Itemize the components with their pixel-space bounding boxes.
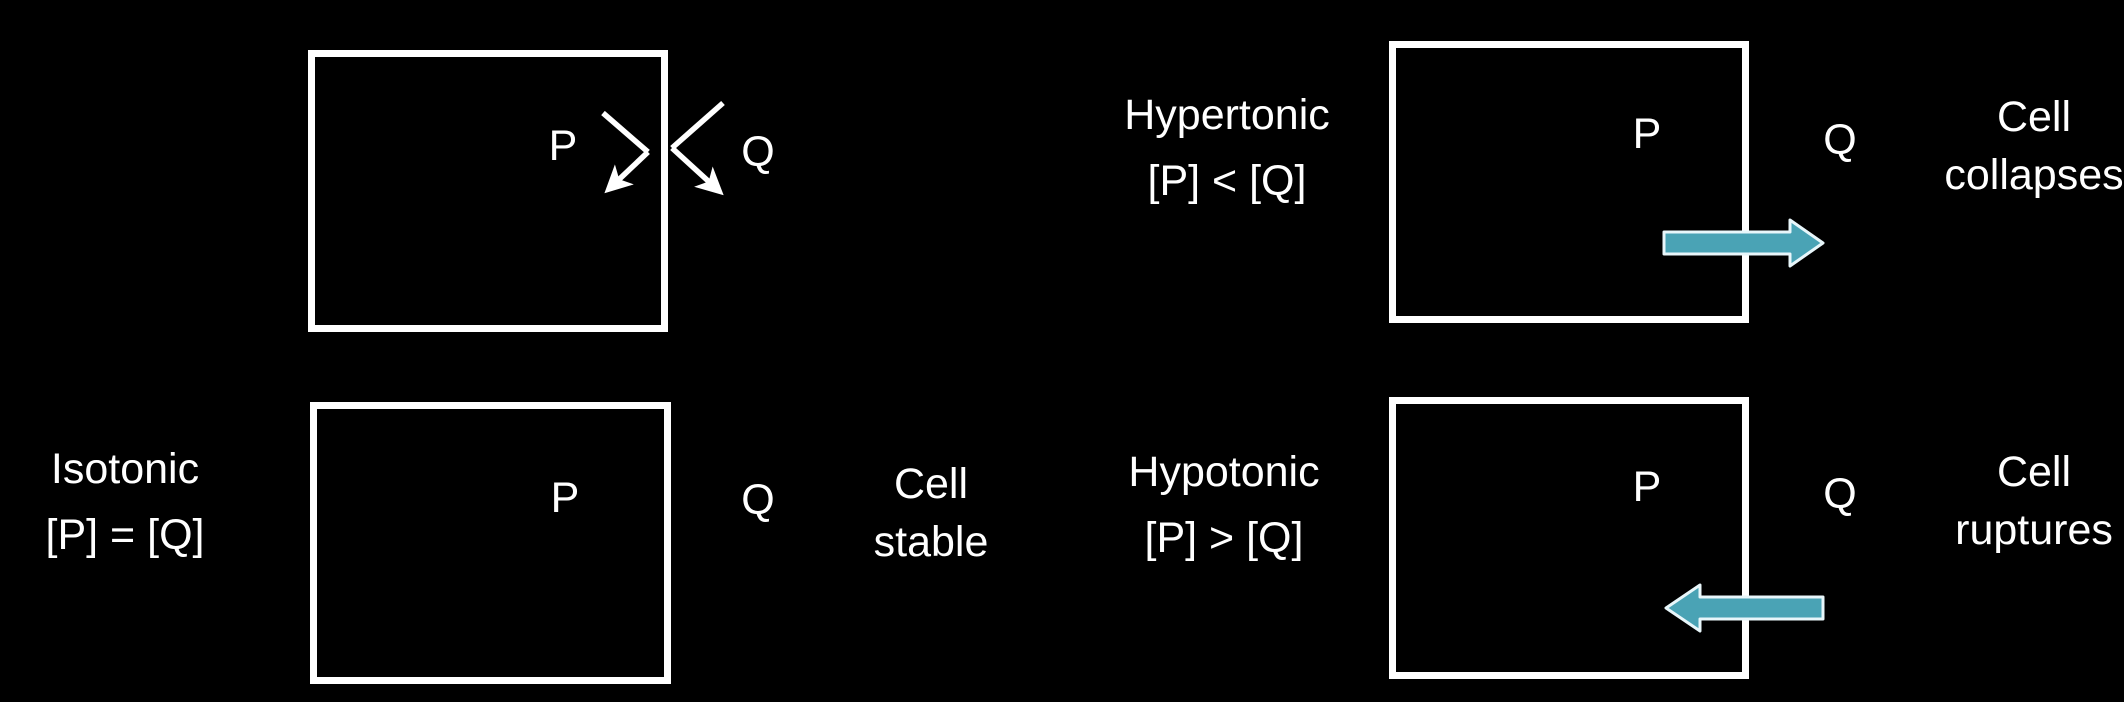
- hypertonic-relation: [P] < [Q]: [1147, 157, 1307, 205]
- hypertonic-outer-label: Q: [1823, 116, 1857, 164]
- hypertonic-inner-label: P: [1632, 110, 1662, 158]
- general-outer-label: Q: [741, 128, 775, 176]
- isotonic-relation: [P] = [Q]: [45, 511, 205, 559]
- general-cell-box: [308, 50, 668, 332]
- hypotonic-outcome: Cell ruptures: [1955, 443, 2113, 559]
- isotonic-outcome: Cell stable: [874, 455, 989, 571]
- hypotonic-outcome-line1: Cell: [1996, 448, 2072, 496]
- hypotonic-inner-label: P: [1632, 463, 1662, 511]
- isotonic-title: Isotonic: [50, 445, 200, 493]
- hypotonic-title: Hypotonic: [1128, 448, 1320, 496]
- hypotonic-cell-box: [1389, 397, 1749, 679]
- diffusion-arrow-outward-icon: [670, 145, 724, 196]
- hypertonic-condition: Hypertonic [P] < [Q]: [1124, 86, 1330, 210]
- hypotonic-outer-label: Q: [1823, 470, 1857, 518]
- general-inner-label: P: [548, 122, 578, 170]
- hypertonic-outcome: Cell collapses: [1944, 88, 2123, 204]
- hypotonic-condition: Hypotonic [P] > [Q]: [1128, 443, 1319, 567]
- hypotonic-relation: [P] > [Q]: [1144, 514, 1304, 562]
- diffusion-arrow-outward-icon: [670, 100, 725, 151]
- isotonic-outcome-line1: Cell: [893, 460, 969, 508]
- hypertonic-outcome-line2: collapses: [1944, 151, 2124, 199]
- hypertonic-title: Hypertonic: [1124, 91, 1330, 139]
- isotonic-outer-label: Q: [741, 476, 775, 524]
- isotonic-inner-label: P: [550, 474, 580, 522]
- hypotonic-outcome-line2: ruptures: [1955, 506, 2113, 554]
- hypertonic-cell-box: [1389, 41, 1749, 323]
- isotonic-cell-box: [310, 402, 671, 684]
- isotonic-outcome-line2: stable: [873, 518, 989, 566]
- hypertonic-outcome-line1: Cell: [1996, 93, 2072, 141]
- isotonic-condition: Isotonic [P] = [Q]: [46, 440, 205, 564]
